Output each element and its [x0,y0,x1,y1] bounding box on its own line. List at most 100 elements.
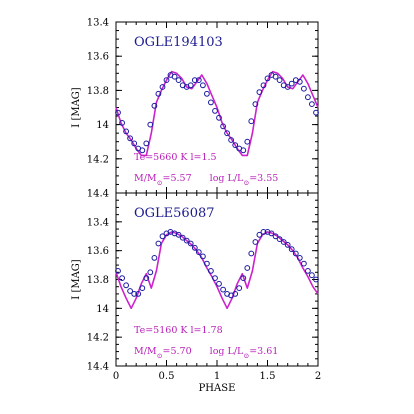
data-point [260,82,267,89]
panel-title: OGLE56087 [134,206,215,221]
data-point [288,246,295,253]
data-point [208,99,214,106]
data-point [151,102,158,109]
data-point [301,260,307,267]
model-curve [115,70,319,157]
data-point [228,137,235,143]
data-point [208,268,214,274]
data-point [204,90,210,97]
annotation-mass-label: M/M [134,346,157,357]
y-tick-label: 14 [96,304,109,315]
data-point [159,84,166,90]
y-tick-label: 13.6 [87,246,109,257]
data-point [187,82,194,89]
y-tick-label: 14.2 [87,154,109,165]
data-point [256,89,263,95]
y-tick-label: 14.4 [87,362,109,373]
x-tick-label: 1 [214,371,220,382]
data-point [200,82,206,89]
data-point [292,250,299,257]
data-point [220,286,227,293]
x-tick-label: 2 [315,371,321,382]
data-point [288,80,295,87]
solar-symbol: ⊙ [243,352,249,360]
data-point [296,78,303,85]
data-point [155,240,162,247]
data-point [127,135,134,142]
annotation-mass-lum: M/M⊙=5.57 log L/L⊙=3.55 [134,173,278,187]
data-point [313,109,319,116]
annotation-lum-value: =3.55 [249,173,278,184]
data-point [276,77,283,83]
data-point [143,275,150,282]
data-point [187,240,194,247]
data-point [135,291,142,297]
data-point [256,231,263,238]
y-tick-label: 13.8 [87,86,109,97]
data-point [175,231,182,238]
data-point [284,242,291,248]
data-point [139,285,146,292]
solar-symbol: ⊙ [243,179,249,187]
y-tick-label: 13.4 [87,217,109,228]
data-point [236,285,243,292]
data-point [248,250,255,257]
data-point [131,291,138,297]
data-point [200,253,206,260]
data-point [119,275,125,282]
data-point [309,101,315,107]
data-point [195,249,202,256]
solar-symbol: ⊙ [157,179,163,187]
data-point [244,138,251,145]
data-point [252,101,259,107]
data-point [171,73,178,80]
data-point [179,234,186,241]
data-point [268,230,275,237]
data-point [309,272,315,279]
data-point [232,291,239,297]
annotation-lum-label: log L/L [210,173,244,184]
data-point [212,275,218,282]
model-curve [115,231,319,310]
data-point [183,237,190,244]
y-tick-label: 14 [96,120,109,131]
annotation-lum-value: =3.61 [249,346,278,357]
solar-symbol: ⊙ [157,352,163,360]
data-point [264,75,271,82]
data-point [123,128,129,135]
x-tick-label: 0 [113,371,119,382]
data-point [296,255,303,261]
data-point [244,265,251,271]
data-point [127,288,134,294]
data-point [155,90,162,97]
y-tick-label: 14.4 [87,189,109,200]
annotation-teff-l: Te=5160 K l=1.78 [134,325,223,336]
panel-ogle194103: 13.4 13.6 13.8 14 14.2 14.4 I [MAG] OGLE194103 T… [71,18,319,200]
data-point [248,118,255,125]
data-point [284,84,291,90]
data-point [276,236,283,243]
y-tick-label: 14.2 [87,333,109,344]
x-axis-label: PHASE [199,383,236,394]
data-point [305,94,311,101]
data-point [212,108,218,114]
data-point [195,77,202,83]
x-tick-label: 0.5 [159,371,175,382]
data-point [280,239,287,245]
annotation-mass-label: M/M [134,173,157,184]
data-point [143,140,150,147]
annotation-teff-l: Te=5660 K l=1.5 [134,152,217,163]
data-point [163,77,170,83]
annotation-mass-value: =5.70 [163,346,192,357]
data-point [147,269,154,276]
x-tick-label: 1.5 [260,371,276,382]
annotation-lum-label: log L/L [210,346,244,357]
data-point [123,282,129,289]
annotation-mass-lum: M/M⊙=5.70 log L/L⊙=3.61 [134,346,278,360]
data-point [313,276,319,283]
data-point [191,77,198,83]
data-point [252,239,259,245]
y-tick-label: 13.8 [87,275,109,286]
data-point [240,275,247,282]
